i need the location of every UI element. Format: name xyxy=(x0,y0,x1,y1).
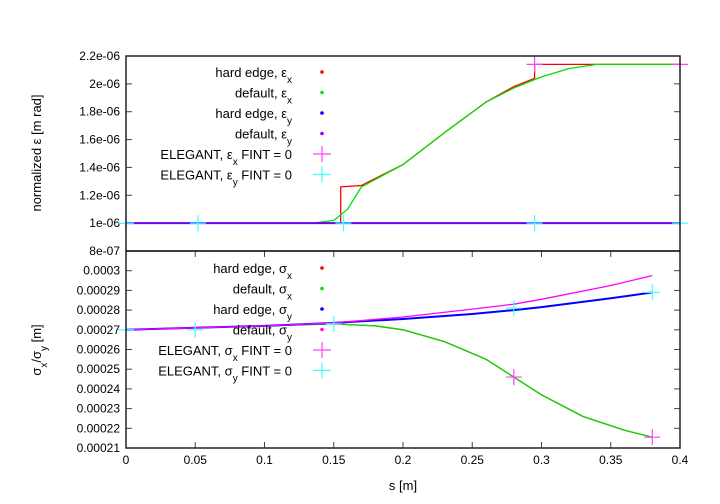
y-tick-label: 8e-07 xyxy=(89,244,120,258)
y-tick-label: 2.2e-06 xyxy=(79,49,120,63)
y-tick-label: 0.00028 xyxy=(77,303,121,317)
x-tick-label: 0.2 xyxy=(395,453,412,467)
series-line xyxy=(126,63,680,224)
legend-label: default, εy xyxy=(235,127,292,148)
x-axis-title: s [m] xyxy=(389,478,417,493)
series-line xyxy=(125,291,653,331)
beam-size-panel: 0.00021 0.00022 0.00023 0.00024 0.00025 0.000… xyxy=(77,251,689,467)
legend-plus-icon xyxy=(313,342,331,358)
series-line xyxy=(125,323,653,438)
elegant-marker-plus-icon xyxy=(505,300,522,317)
x-tick-label: 0.05 xyxy=(184,453,208,467)
plot-frames xyxy=(125,55,681,449)
legend-plus-icon xyxy=(313,146,331,162)
x-tick-label: 0.25 xyxy=(461,453,485,467)
legend-label: hard edge, εy xyxy=(215,106,292,127)
y-tick-label: 0.0003 xyxy=(83,264,120,278)
legend-label: ELEGANT, εy FINT = 0 xyxy=(160,168,292,189)
legend-dot-icon xyxy=(320,70,324,74)
legend-label: hard edge, σx xyxy=(213,261,292,282)
series-line xyxy=(125,274,653,331)
y-tick-label: 0.00027 xyxy=(77,323,121,337)
y-tick-label: 1.6e-06 xyxy=(79,133,120,147)
x-tick-label: 0.1 xyxy=(256,453,273,467)
elegant-marker-plus-icon xyxy=(644,284,661,301)
y-tick-label: 0.00029 xyxy=(77,283,121,297)
x-tick-label: 0 xyxy=(123,453,130,467)
y-tick-label: 0.00022 xyxy=(77,421,121,435)
y-tick-label: 0.00024 xyxy=(77,382,121,396)
legend-dot-icon xyxy=(320,131,324,136)
legend-label: ELEGANT, εx FINT = 0 xyxy=(160,147,292,168)
legend-label: default, εx xyxy=(235,86,292,107)
elegant-marker-plus-icon xyxy=(526,56,543,73)
y-tick-label: 0.00021 xyxy=(77,441,121,455)
elegant-marker-plus-icon xyxy=(190,215,207,232)
elegant-marker-plus-icon xyxy=(187,321,204,338)
top-y-axis-title: normalized ε [m rad] xyxy=(29,94,44,211)
legend-dot-icon xyxy=(320,111,324,115)
legend-label: ELEGANT, σy FINT = 0 xyxy=(158,364,292,385)
legend-label: default, σy xyxy=(233,323,292,344)
bottom-y-axis-title: σx/σy [m] xyxy=(29,324,50,375)
legend-label: hard edge, σy xyxy=(213,302,292,323)
legend-dot-icon xyxy=(320,90,324,95)
x-tick-label: 0.4 xyxy=(672,453,689,467)
x-tick-label: 0.3 xyxy=(533,453,550,467)
emittance-panel: 8e-07 1e-06 1.2e-06 1.4e-06 1.6e-06 1.8e-06 2e… xyxy=(79,49,688,258)
y-tick-label: 0.00025 xyxy=(77,362,121,376)
legend-plus-icon xyxy=(313,166,331,183)
y-tick-label: 1.4e-06 xyxy=(79,160,120,174)
legend-dot-icon xyxy=(320,327,324,332)
elegant-marker-plus-icon xyxy=(505,369,522,386)
legend-plus-icon xyxy=(313,362,331,379)
legend-dot-icon xyxy=(320,286,324,291)
series-line xyxy=(126,63,680,224)
y-tick-label: 1.8e-06 xyxy=(79,105,120,119)
y-tick-label: 1.2e-06 xyxy=(79,188,120,202)
y-tick-label: 2e-06 xyxy=(89,77,120,91)
elegant-marker-plus-icon xyxy=(325,315,342,332)
y-tick-label: 0.00026 xyxy=(77,343,121,357)
x-tick-label: 0.35 xyxy=(599,453,623,467)
y-tick-label: 0.00023 xyxy=(77,402,121,416)
elegant-marker-plus-icon xyxy=(335,215,352,232)
legend-label: ELEGANT, σx FINT = 0 xyxy=(158,343,292,364)
series-line xyxy=(125,323,653,438)
legend-dot-icon xyxy=(320,266,324,270)
outer-frame xyxy=(125,55,681,449)
elegant-marker-plus-icon xyxy=(644,429,661,446)
legend-label: default, σx xyxy=(233,282,292,303)
legend-dot-icon xyxy=(320,307,324,311)
legend-label: hard edge, εx xyxy=(215,65,292,86)
axis-titles: normalized ε [m rad] σx/σy [m] s [m] xyxy=(29,94,417,493)
y-tick-label: 1e-06 xyxy=(89,216,120,230)
x-tick-label: 0.15 xyxy=(322,453,346,467)
elegant-marker-plus-icon xyxy=(526,215,543,232)
